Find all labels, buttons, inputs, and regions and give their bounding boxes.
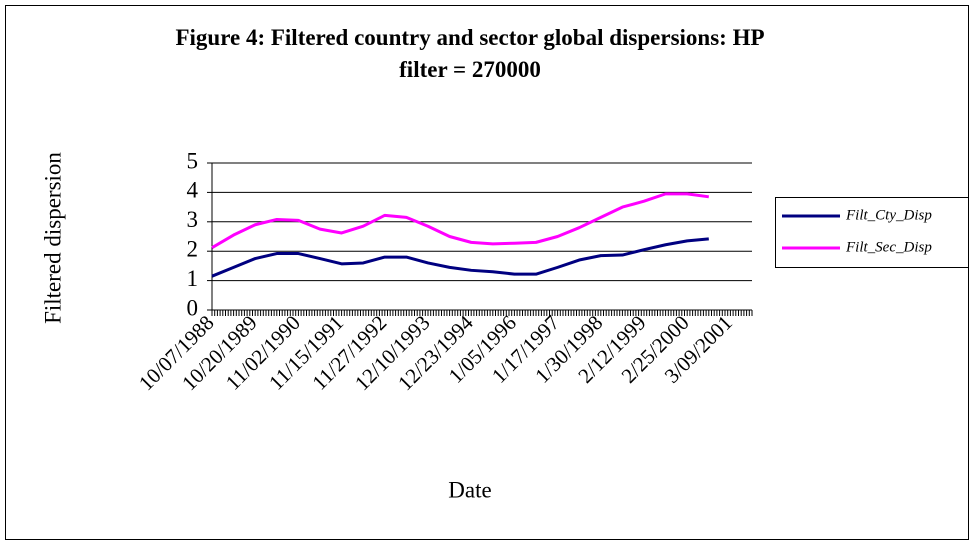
- x-axis-label: Date: [448, 477, 491, 502]
- y-tick-label: 2: [187, 236, 199, 261]
- series-line: [211, 237, 709, 278]
- chart-title: Figure 4: Filtered country and sector gl…: [175, 25, 765, 82]
- y-tick-label: 4: [187, 178, 199, 203]
- y-tick-label: 3: [187, 207, 199, 232]
- legend-label: Filt_Cty_Disp: [845, 207, 932, 223]
- series-line: [211, 192, 710, 249]
- y-tick-label: 5: [187, 148, 199, 173]
- legend-box: [775, 197, 969, 268]
- chart-border: [5, 5, 969, 540]
- y-tick-label: 1: [187, 266, 199, 291]
- y-tick-label: 0: [187, 295, 199, 320]
- y-axis-label: Filtered dispersion: [40, 152, 65, 324]
- legend-label: Filt_Sec_Disp: [845, 239, 932, 255]
